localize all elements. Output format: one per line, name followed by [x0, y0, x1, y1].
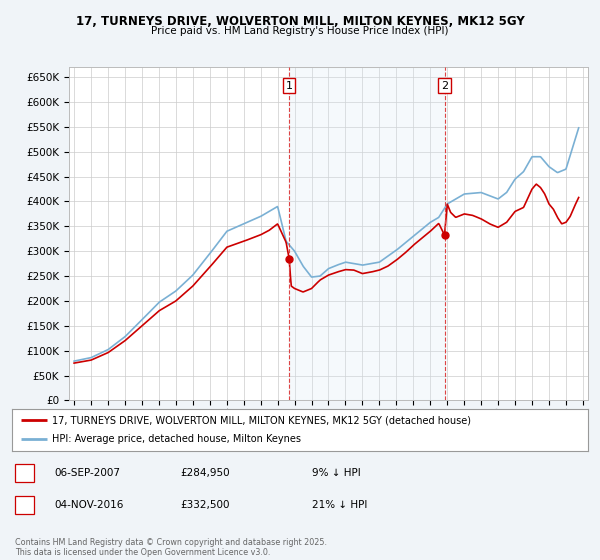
- Text: HPI: Average price, detached house, Milton Keynes: HPI: Average price, detached house, Milt…: [52, 435, 301, 445]
- Text: 1: 1: [21, 468, 28, 478]
- Bar: [289, 67, 445, 400]
- Text: 9% ↓ HPI: 9% ↓ HPI: [312, 468, 361, 478]
- Text: 2: 2: [21, 500, 28, 510]
- Text: 17, TURNEYS DRIVE, WOLVERTON MILL, MILTON KEYNES, MK12 5GY (detached house): 17, TURNEYS DRIVE, WOLVERTON MILL, MILTO…: [52, 415, 472, 425]
- Text: 17, TURNEYS DRIVE, WOLVERTON MILL, MILTON KEYNES, MK12 5GY: 17, TURNEYS DRIVE, WOLVERTON MILL, MILTO…: [76, 15, 524, 27]
- Text: Contains HM Land Registry data © Crown copyright and database right 2025.
This d: Contains HM Land Registry data © Crown c…: [15, 538, 327, 557]
- Text: Price paid vs. HM Land Registry's House Price Index (HPI): Price paid vs. HM Land Registry's House …: [151, 26, 449, 36]
- Text: £284,950: £284,950: [180, 468, 230, 478]
- Text: 1: 1: [286, 81, 293, 91]
- Text: 06-SEP-2007: 06-SEP-2007: [54, 468, 120, 478]
- Text: 04-NOV-2016: 04-NOV-2016: [54, 500, 124, 510]
- Text: £332,500: £332,500: [180, 500, 229, 510]
- Text: 2: 2: [441, 81, 448, 91]
- Text: 21% ↓ HPI: 21% ↓ HPI: [312, 500, 367, 510]
